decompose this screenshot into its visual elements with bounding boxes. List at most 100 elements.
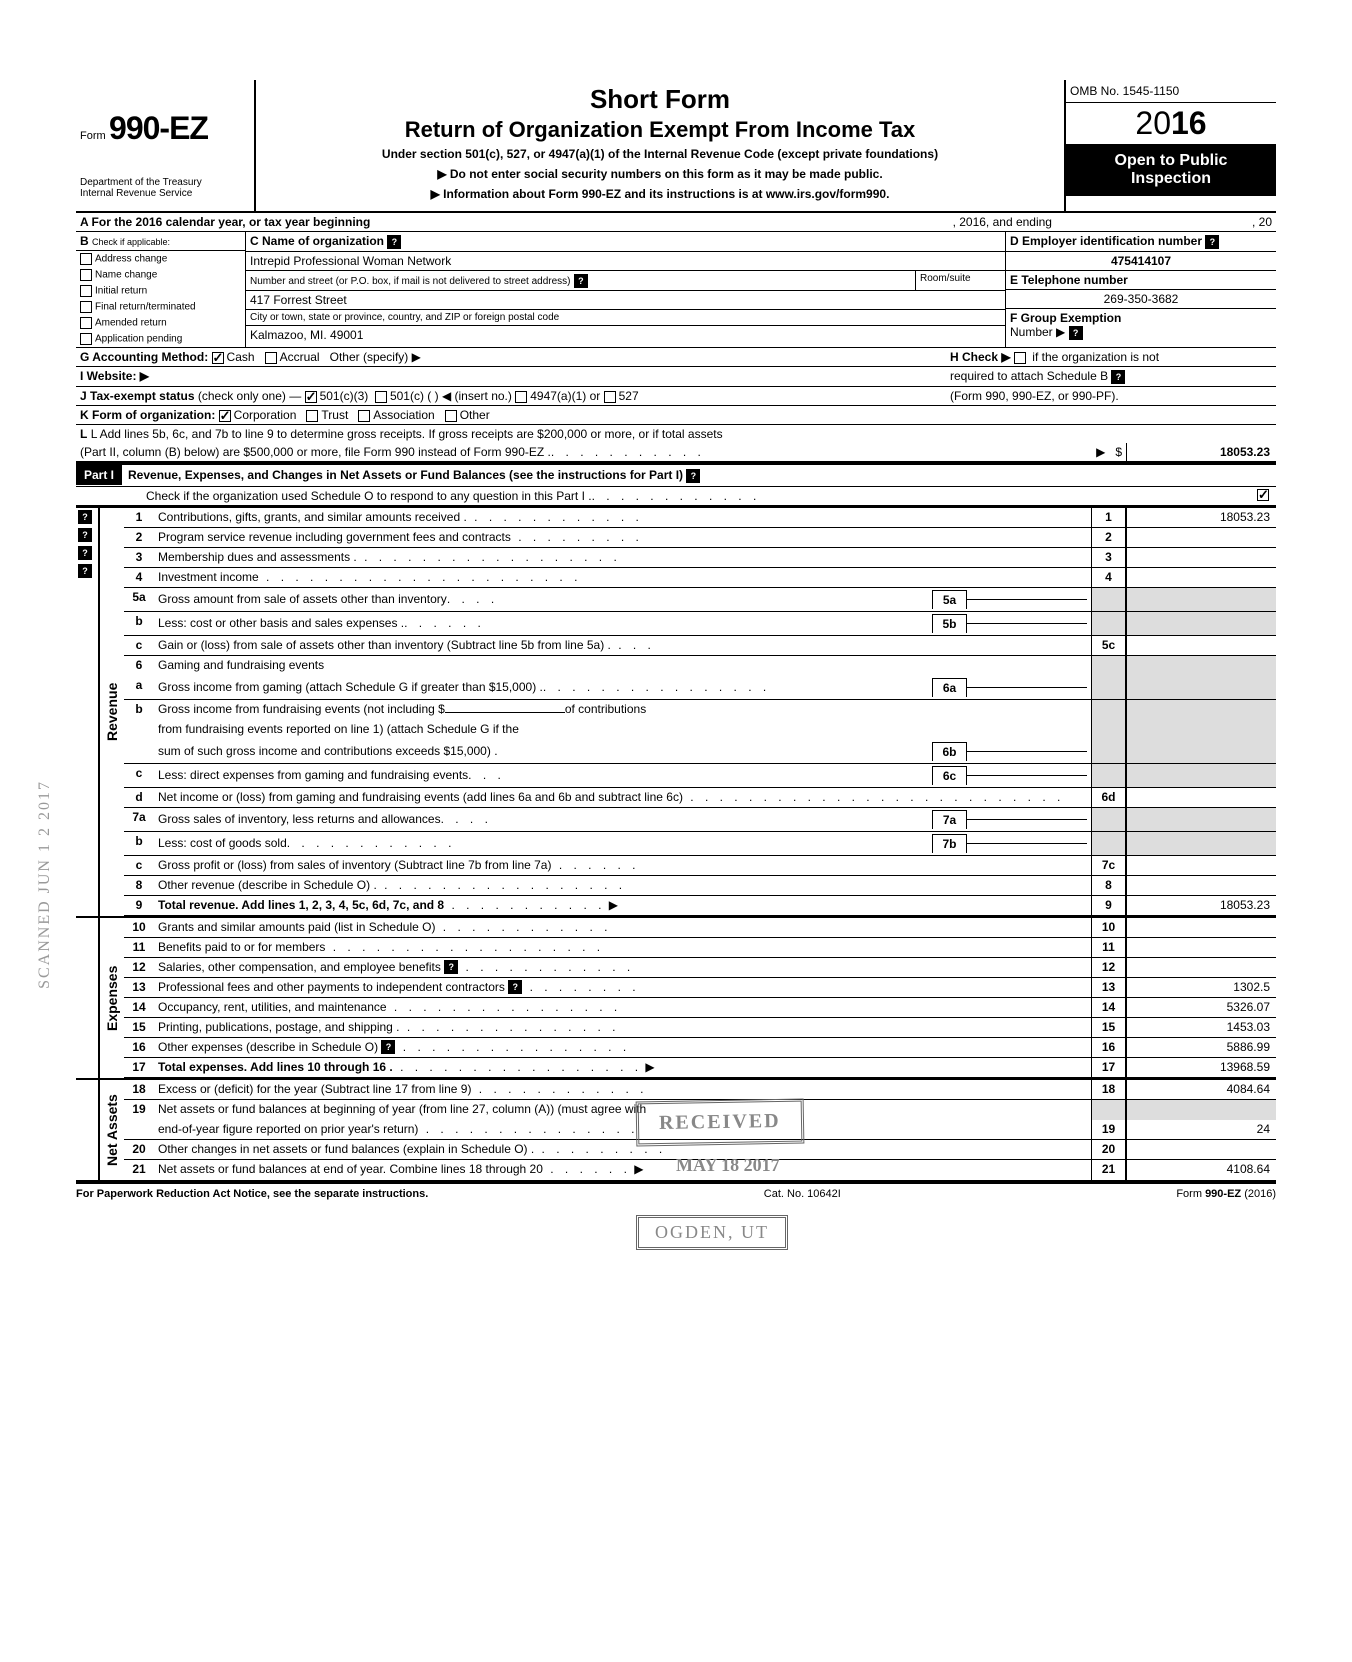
line-5a-num: 5a [124,588,154,611]
line-19-amount: 24 [1126,1120,1276,1139]
line-6d-amount [1126,788,1276,807]
street-address: 417 Forrest Street [246,291,1005,310]
line-19-box: 19 [1091,1120,1126,1139]
line-17-box: 17 [1091,1058,1126,1077]
check-if-applicable: Check if applicable: [92,237,170,247]
line-3-num: 3 [124,548,154,567]
help-icon[interactable]: ? [78,564,92,578]
checkbox-501c3[interactable] [305,391,317,403]
line-2-desc: Program service revenue including govern… [158,530,511,544]
checkbox-trust[interactable] [306,410,318,422]
checkbox-schedule-o[interactable] [1257,489,1269,501]
checkbox-4947[interactable] [515,391,527,403]
checkbox-amended[interactable] [80,317,92,329]
help-icon[interactable]: ? [686,469,700,483]
line-13-num: 13 [124,978,154,997]
label-address-change: Address change [95,254,167,265]
help-icon[interactable]: ? [381,1040,395,1054]
city-label: City or town, state or province, country… [246,310,1005,326]
short-form-title: Short Form [264,84,1056,115]
line-18-num: 18 [124,1080,154,1099]
label-other-org: Other [460,408,490,422]
line-17-amount: 13968.59 [1126,1058,1276,1077]
label-527: 527 [619,389,639,403]
line-6d-num: d [124,788,154,807]
line-21-desc: Net assets or fund balances at end of ye… [158,1162,543,1176]
line-7a-num: 7a [124,808,154,831]
section-l-line2: (Part II, column (B) below) are $500,000… [80,445,551,459]
checkbox-final-return[interactable] [80,301,92,313]
line-20-amount [1126,1140,1276,1159]
line-8-amount [1126,876,1276,895]
label-association: Association [373,408,434,422]
line-9-num: 9 [124,896,154,915]
label-amended: Amended return [95,318,167,329]
footer-left: For Paperwork Reduction Act Notice, see … [76,1188,428,1200]
line-17-num: 17 [124,1058,154,1077]
line-12-amount [1126,958,1276,977]
checkbox-name-change[interactable] [80,269,92,281]
checkbox-initial-return[interactable] [80,285,92,297]
checkbox-other-org[interactable] [445,410,457,422]
section-i-label: I Website: ▶ [80,369,149,383]
label-cash: Cash [227,350,255,364]
line-6d-desc: Net income or (loss) from gaming and fun… [158,790,683,804]
line-10-amount [1126,918,1276,937]
line-16-desc: Other expenses (describe in Schedule O) [158,1040,378,1054]
line-15-num: 15 [124,1018,154,1037]
line-8-num: 8 [124,876,154,895]
footer-right: Form 990-EZ (2016) [1176,1188,1276,1200]
line-7b-num: b [124,832,154,855]
section-l-line1: L Add lines 5b, 6c, and 7b to line 9 to … [91,427,723,441]
checkbox-cash[interactable] [212,352,224,364]
line-19-desc1: Net assets or fund balances at beginning… [154,1100,1091,1120]
section-e-label: E Telephone number [1010,273,1128,287]
line-l-amount: 18053.23 [1126,443,1276,461]
part-1-header: Part I Revenue, Expenses, and Changes in… [76,463,1276,487]
help-icon[interactable]: ? [387,235,401,249]
section-f-label: F Group Exemption [1010,311,1121,325]
checkbox-527[interactable] [604,391,616,403]
line-9-amount: 18053.23 [1126,896,1276,915]
help-icon[interactable]: ? [78,546,92,560]
line-20-box: 20 [1091,1140,1126,1159]
line-21-amount: 4108.64 [1126,1160,1276,1180]
help-icon[interactable]: ? [444,960,458,974]
line-6-desc: Gaming and fundraising events [154,656,1091,676]
line-1-desc: Contributions, gifts, grants, and simila… [158,510,467,524]
line-10-desc: Grants and similar amounts paid (list in… [158,920,435,934]
checkbox-501c[interactable] [375,391,387,403]
line-18-desc: Excess or (deficit) for the year (Subtra… [158,1082,471,1096]
help-icon[interactable]: ? [574,274,588,288]
help-icon[interactable]: ? [1069,326,1083,340]
dept-treasury: Department of the Treasury [80,177,250,188]
checkbox-address-change[interactable] [80,253,92,265]
addr-label: Number and street (or P.O. box, if mail … [250,276,571,287]
help-icon[interactable]: ? [1205,235,1219,249]
help-icon[interactable]: ? [78,510,92,524]
line-11-desc: Benefits paid to or for members [158,940,325,954]
help-icon[interactable]: ? [78,528,92,542]
section-j-label: J Tax-exempt status [80,389,195,403]
checkbox-accrual[interactable] [265,352,277,364]
section-c-label: C Name of organization [250,234,384,248]
checkbox-pending[interactable] [80,333,92,345]
line-7b-sub: 7b [932,834,967,853]
line-15-desc: Printing, publications, postage, and shi… [158,1020,400,1034]
checkbox-association[interactable] [358,410,370,422]
checkbox-corporation[interactable] [219,410,231,422]
section-f-number: Number ▶ [1010,325,1065,339]
help-icon[interactable]: ? [508,980,522,994]
line-20-desc: Other changes in net assets or fund bala… [158,1142,534,1156]
label-corporation: Corporation [234,408,297,422]
label-trust: Trust [321,408,348,422]
label-other-method: Other (specify) ▶ [330,350,421,364]
checkbox-schedule-b[interactable] [1014,352,1026,364]
line-16-amount: 5886.99 [1126,1038,1276,1057]
line-7c-num: c [124,856,154,875]
help-icon[interactable]: ? [1111,370,1125,384]
label-final-return: Final return/terminated [95,302,196,313]
section-d-label: D Employer identification number [1010,234,1202,248]
tax-year: 2016 [1066,103,1276,144]
org-name: Intrepid Professional Woman Network [246,252,1005,271]
